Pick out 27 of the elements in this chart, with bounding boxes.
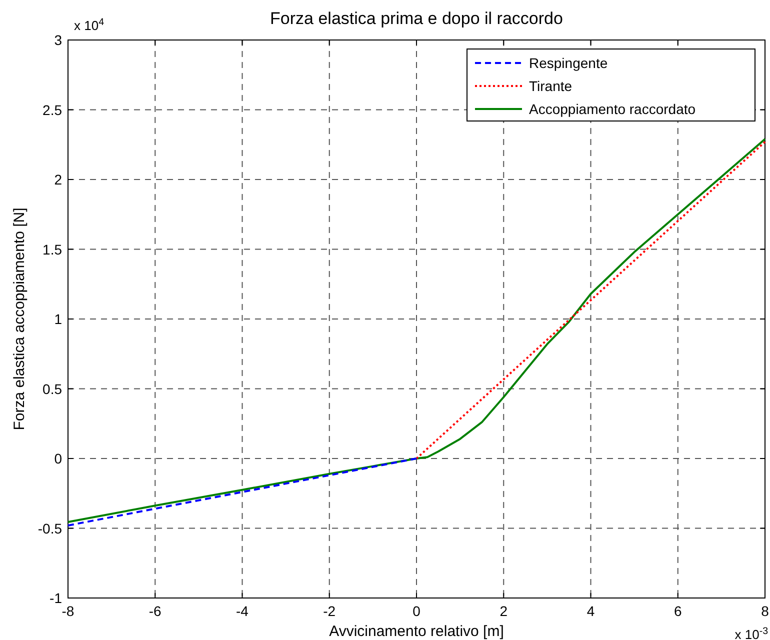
legend-label: Accoppiamento raccordato [529,101,696,117]
y-tick-label: -1 [50,590,62,606]
x-tick-label: 4 [586,603,595,619]
y-tick-label: -0.5 [38,520,62,536]
y-tick-label: 1 [54,311,62,327]
y-tick-label: 2 [54,172,62,188]
x-tick-label: -6 [148,603,162,619]
x-tick-label: 8 [761,603,770,619]
x-tick-label: 2 [500,603,508,619]
x-tick-label: -8 [62,603,74,619]
chart-title: Forza elastica prima e dopo il raccordo [270,9,563,28]
y-tick-label: 3 [54,32,62,48]
y-tick-label: 0 [54,450,62,466]
x-axis-title: Avvicinamento relativo [m] [329,623,504,640]
y-tick-label: 0.5 [42,380,62,397]
line-series [67,138,766,523]
x-tick-label: 0 [412,603,421,619]
x-tick-label: -2 [323,603,336,619]
text: x 10$^{-3}$ [734,626,768,640]
y-tick-label: 1.5 [42,241,62,258]
y-axis-title: Forza elastica accoppiamento [N] [11,208,28,430]
x-tick-label: -4 [236,603,249,619]
x-tick-label: 6 [674,603,682,619]
legend-label: Respingente [529,55,608,71]
text: x 10$^{4}$ [74,16,105,33]
y-tick-label: 2.5 [42,102,62,118]
legend-label: Tirante [529,78,572,94]
